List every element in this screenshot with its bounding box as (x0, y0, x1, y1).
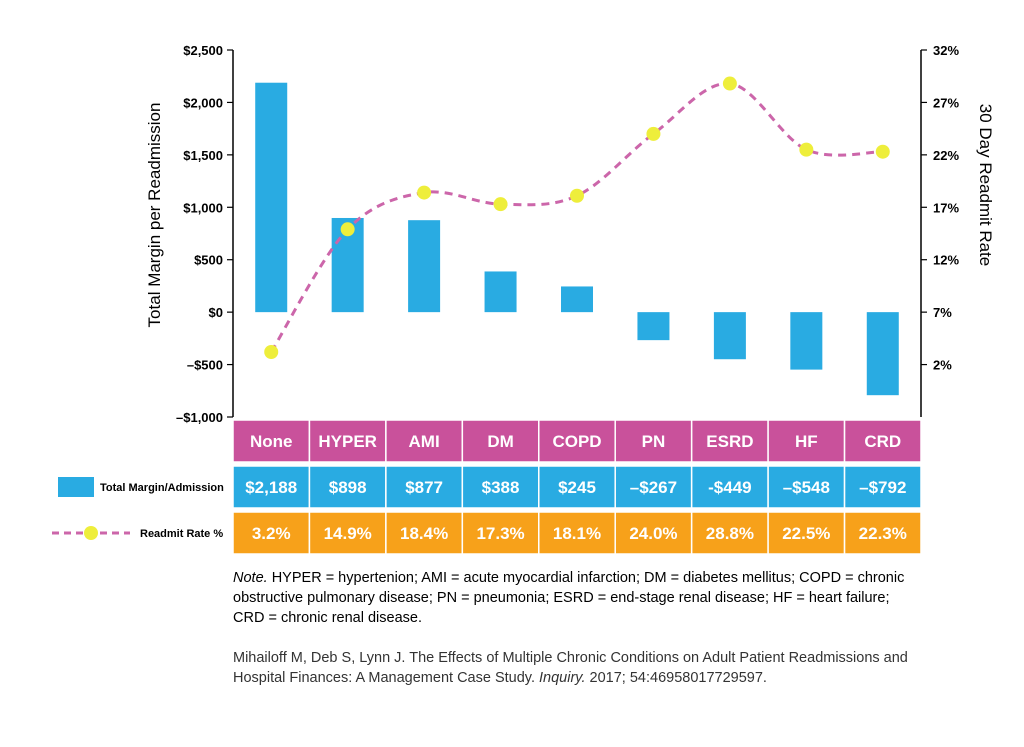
margin-cell: –$792 (859, 478, 906, 497)
rate-cell-bg (232, 511, 311, 555)
readmit-rate-point (264, 344, 279, 359)
margin-cell-bg (232, 465, 311, 509)
bar (255, 82, 288, 313)
y-right-tick-label: 12% (933, 253, 959, 268)
category-cell-bg (614, 419, 693, 463)
rate-cell: 22.5% (782, 524, 830, 543)
y-right-tick-label: 32% (933, 43, 959, 58)
bar (484, 271, 517, 313)
category-cell-bg (767, 419, 846, 463)
rate-cell-bg (690, 511, 769, 555)
category-cell: ESRD (706, 432, 753, 451)
category-cell-bg (843, 419, 922, 463)
category-cell-bg (385, 419, 464, 463)
margin-cell: $877 (405, 478, 443, 497)
margin-cell: -$449 (708, 478, 751, 497)
readmit-rate-point (340, 222, 355, 237)
category-cell: COPD (552, 432, 601, 451)
rate-cell-bg (843, 511, 922, 555)
rate-cell: 18.4% (400, 524, 448, 543)
bar (637, 312, 670, 341)
citation-journal: Inquiry. (539, 670, 586, 686)
y-axis-left-title: Total Margin per Readmission (145, 103, 164, 328)
citation-year: 2017; 54:46958017729597. (589, 670, 767, 686)
category-cell-bg (308, 419, 387, 463)
chart-note: Note. HYPER = hypertenion; AMI = acute m… (233, 568, 923, 628)
rate-cell: 3.2% (252, 524, 291, 543)
readmit-rate-point (417, 185, 432, 200)
category-cell: None (250, 432, 293, 451)
margin-cell: $245 (558, 478, 596, 497)
rate-cell: 18.1% (553, 524, 601, 543)
rate-cell: 14.9% (324, 524, 372, 543)
rate-cell-bg (461, 511, 540, 555)
rate-cell-bg (767, 511, 846, 555)
note-label: Note. (233, 570, 268, 586)
legend-line-label: Readmit Rate % (140, 528, 223, 540)
readmit-rate-point (875, 144, 890, 159)
y-left-tick-label: $1,000 (183, 200, 223, 215)
readmit-rate-point (570, 188, 584, 203)
rate-cell: 22.3% (859, 524, 907, 543)
citation-text: Mihailoff M, Deb S, Lynn J. The Effects … (233, 650, 908, 686)
margin-cell-bg (308, 465, 387, 509)
margin-cell-bg (767, 465, 846, 509)
rate-cell-bg (385, 511, 464, 555)
readmit-rate-point (799, 142, 814, 157)
category-cell: DM (487, 432, 513, 451)
y-left-tick-label: –$1,000 (176, 410, 223, 425)
citation: Mihailoff M, Deb S, Lynn J. The Effects … (233, 648, 923, 688)
category-cell: HYPER (318, 432, 377, 451)
y-right-tick-label: 22% (933, 148, 959, 163)
y-left-tick-label: $2,000 (183, 95, 223, 110)
bar (790, 312, 823, 370)
bar (713, 312, 746, 360)
legend-point-swatch (84, 526, 98, 540)
bar (408, 220, 441, 313)
category-cell-bg (232, 419, 311, 463)
margin-cell: $898 (329, 478, 367, 497)
rate-cell-bg (538, 511, 616, 555)
margin-cell: –$267 (630, 478, 677, 497)
category-cell: PN (642, 432, 666, 451)
legend-bar-label: Total Margin/Admission (100, 482, 224, 494)
margin-cell-bg (843, 465, 922, 509)
rate-cell-bg (308, 511, 387, 555)
y-axis-right-title: 30 Day Readmit Rate (976, 104, 995, 267)
legend-bar-swatch (58, 477, 94, 497)
margin-cell-bg (538, 465, 616, 509)
rate-cell: 28.8% (706, 524, 754, 543)
margin-cell-bg (461, 465, 540, 509)
category-cell: HF (795, 432, 818, 451)
category-cell: CRD (864, 432, 901, 451)
margin-cell-bg (690, 465, 769, 509)
note-text: HYPER = hypertenion; AMI = acute myocard… (233, 570, 905, 626)
category-cell: AMI (409, 432, 440, 451)
margin-cell: $388 (482, 478, 520, 497)
margin-cell: $2,188 (245, 478, 297, 497)
rate-cell: 24.0% (629, 524, 677, 543)
y-left-tick-label: $2,500 (183, 43, 223, 58)
y-left-tick-label: $0 (209, 305, 223, 320)
y-right-tick-label: 7% (933, 305, 952, 320)
margin-cell: –$548 (783, 478, 830, 497)
y-left-tick-label: $500 (194, 253, 223, 268)
y-left-tick-label: $1,500 (183, 148, 223, 163)
y-right-tick-label: 27% (933, 95, 959, 110)
y-right-tick-label: 2% (933, 358, 952, 373)
rate-cell: 17.3% (476, 524, 524, 543)
bar (561, 286, 593, 313)
readmit-rate-point (722, 76, 737, 91)
bar (866, 312, 899, 396)
y-left-tick-label: –$500 (187, 358, 223, 373)
chart: $2,500 $2,000 $1,500 $1,000 $500 $0 –$500 –$1,0… (52, 43, 995, 555)
readmit-rate-point (493, 197, 508, 212)
readmit-rate-point (646, 126, 661, 141)
y-right-tick-label: 17% (933, 200, 959, 215)
